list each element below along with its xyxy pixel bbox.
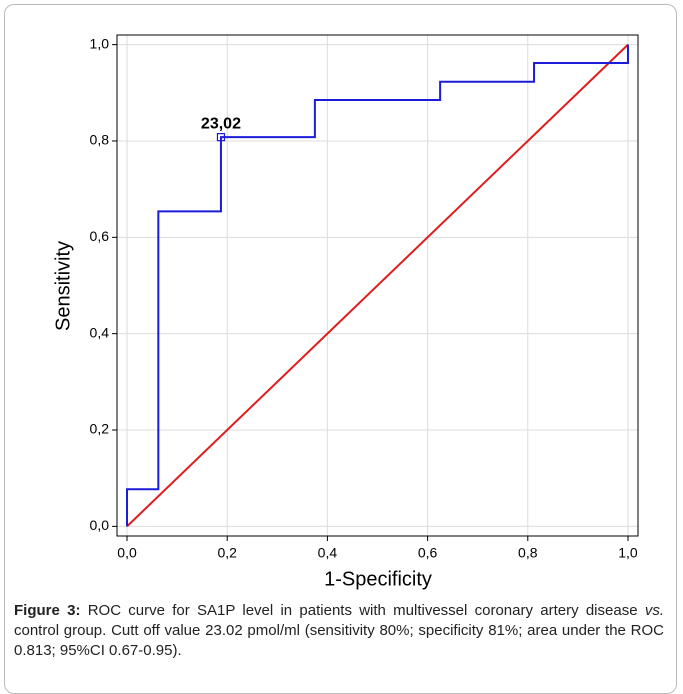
y-tick-label: 1,0 bbox=[90, 35, 110, 51]
x-tick-label: 0,0 bbox=[117, 545, 137, 561]
x-tick-label: 0,4 bbox=[318, 545, 338, 561]
caption-text: ROC curve for SA1P level in patients wit… bbox=[87, 602, 645, 619]
annotation: 23,02 bbox=[201, 115, 241, 132]
page: 1-Specificity Sensitivity 0,0 0,2 0,4 0,6 0,… bbox=[4, 4, 677, 694]
y-tick-label: 0,4 bbox=[90, 324, 110, 340]
y-tick-label: 0,6 bbox=[90, 228, 110, 244]
caption-text: control group. Cutt off value 23.02 pmol… bbox=[14, 622, 664, 659]
y-tick-label: 0,0 bbox=[90, 517, 110, 533]
chart: 1-Specificity Sensitivity 0,0 0,2 0,4 0,6 0,… bbox=[52, 34, 639, 590]
x-tick-label: 0,6 bbox=[418, 545, 438, 561]
roc-line bbox=[126, 43, 629, 528]
caption-text: vs. bbox=[644, 602, 664, 619]
x-tick-label: 1,0 bbox=[618, 545, 638, 561]
x-axis-label: 1-Specificity bbox=[324, 568, 432, 590]
plot-frame bbox=[116, 34, 639, 537]
caption: Figure 3: ROC curve for SA1P level in pa… bbox=[14, 601, 664, 661]
x-tick-label: 0,2 bbox=[217, 545, 237, 561]
caption-label: Figure 3: bbox=[14, 602, 81, 619]
cutoff-marker bbox=[216, 133, 226, 142]
x-tick-label: 0,8 bbox=[518, 545, 538, 561]
roc-line bbox=[126, 44, 629, 527]
y-tick-label: 0,2 bbox=[90, 421, 110, 437]
y-tick-label: 0,8 bbox=[90, 132, 110, 148]
y-axis-label: Sensitivity bbox=[52, 241, 74, 331]
